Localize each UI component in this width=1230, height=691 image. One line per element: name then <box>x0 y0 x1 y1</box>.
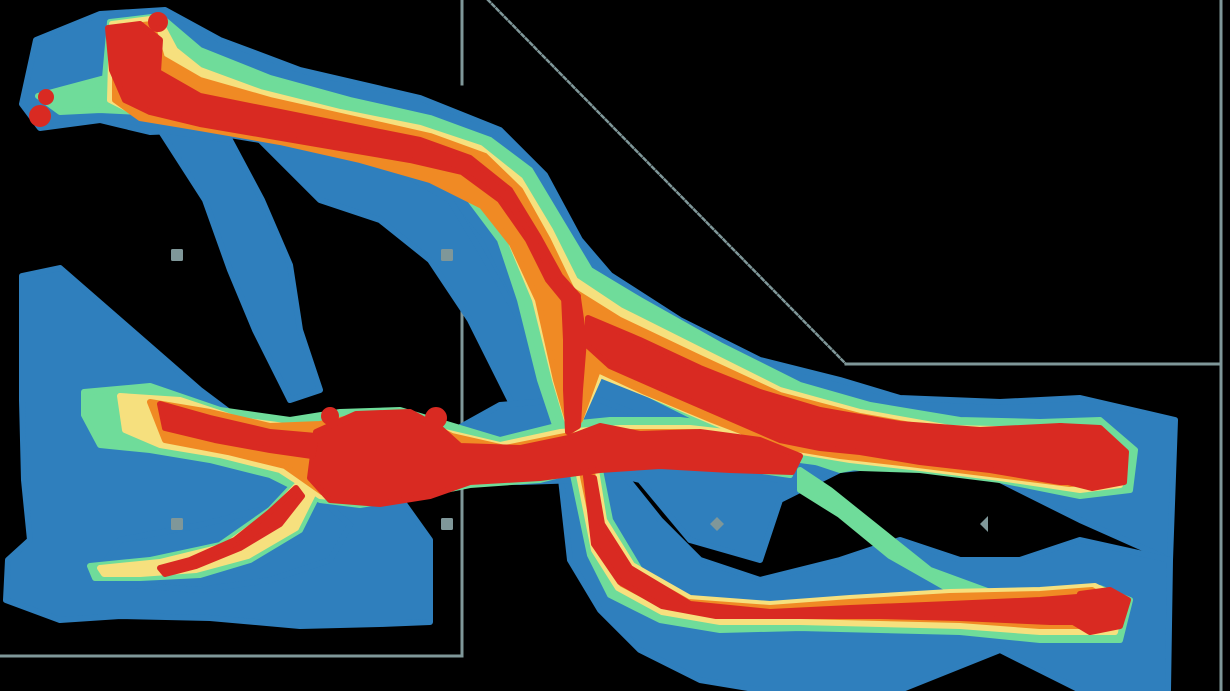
marker-square-1 <box>171 249 183 261</box>
heat-zone-lower-right-end-red <box>1070 590 1128 632</box>
heat-spot-center-right <box>428 410 444 426</box>
heat-zone-vertical-red <box>564 296 584 432</box>
heat-spot-far-left-2 <box>41 92 51 102</box>
heat-spot-center-left <box>324 410 336 422</box>
marker-square-2 <box>441 249 453 261</box>
heat-spot-far-left-1 <box>32 108 48 124</box>
marker-square-3 <box>171 518 183 530</box>
marker-triangle-1 <box>980 516 988 532</box>
marker-square-4 <box>441 518 453 530</box>
heat-spot-top-1 <box>151 15 165 29</box>
